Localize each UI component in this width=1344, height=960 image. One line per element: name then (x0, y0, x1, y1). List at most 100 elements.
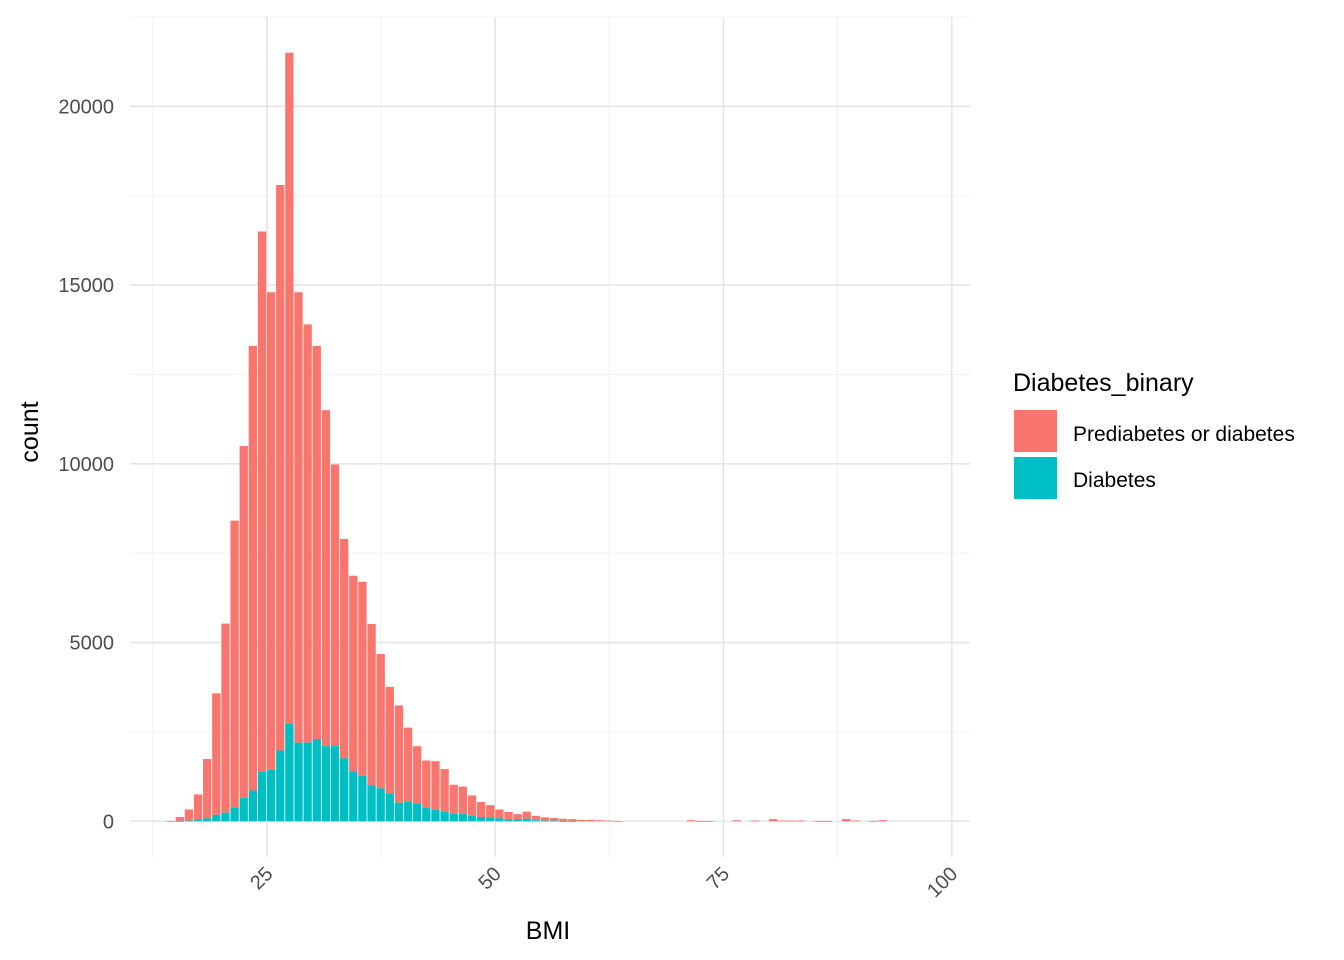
bar-prediabetes (540, 817, 550, 821)
axis-layer: 25 50 75 100 0 5000 10000 15000 20000 (58, 96, 962, 902)
bar-prediabetes (239, 445, 248, 798)
bar-prediabetes (413, 746, 422, 804)
bar-prediabetes (504, 811, 513, 820)
bar-diabetes (440, 811, 449, 822)
bar-prediabetes (422, 760, 431, 809)
bar-prediabetes (851, 820, 860, 822)
bar-prediabetes (531, 815, 541, 821)
y-tick-label: 10000 (58, 454, 114, 476)
bar-diabetes (212, 814, 221, 822)
bars-layer (166, 52, 888, 822)
x-tick-label: 25 (246, 863, 277, 894)
bar-prediabetes (449, 784, 458, 814)
bar-diabetes (340, 758, 349, 822)
bar-prediabetes (184, 809, 194, 821)
legend-title: Diabetes_binary (1013, 369, 1194, 397)
bar-prediabetes (385, 686, 394, 794)
bar-prediabetes (869, 820, 878, 822)
bar-prediabetes (559, 818, 568, 821)
bar-prediabetes (513, 814, 522, 820)
bar-diabetes (321, 746, 331, 822)
bar-diabetes (239, 797, 248, 822)
y-tick-label: 5000 (70, 633, 115, 655)
legend: Diabetes_binary Prediabetes or diabetes … (1013, 369, 1295, 499)
bar-prediabetes (613, 820, 623, 822)
legend-swatch-prediabetes (1014, 410, 1057, 452)
bar-diabetes (367, 785, 376, 822)
bar-prediabetes (367, 623, 376, 786)
y-tick-label: 15000 (58, 275, 114, 297)
bar-prediabetes (321, 410, 331, 747)
bar-prediabetes (686, 820, 696, 822)
bar-diabetes (266, 769, 276, 822)
bar-diabetes (467, 815, 477, 822)
bar-diabetes (358, 775, 367, 822)
bar-diabetes (504, 819, 513, 822)
bar-prediabetes (705, 820, 714, 822)
bar-prediabetes (814, 820, 824, 822)
bar-diabetes (522, 818, 531, 822)
bar-diabetes (431, 809, 440, 822)
bar-prediabetes (750, 820, 760, 822)
bar-prediabetes (586, 819, 595, 822)
bar-prediabetes (842, 819, 851, 822)
bar-prediabetes (376, 653, 385, 789)
bar-diabetes (413, 803, 422, 822)
bar-prediabetes (778, 820, 787, 822)
bar-prediabetes (358, 581, 367, 776)
bar-prediabetes (230, 520, 239, 808)
bar-prediabetes (431, 761, 440, 810)
bar-prediabetes (787, 820, 796, 822)
bar-prediabetes (394, 705, 404, 803)
bar-prediabetes (212, 693, 221, 815)
bar-prediabetes (568, 819, 577, 821)
bar-prediabetes (769, 819, 778, 822)
bar-diabetes (476, 816, 486, 822)
bar-prediabetes (823, 820, 833, 822)
y-tick-label: 20000 (58, 96, 114, 118)
bar-prediabetes (467, 795, 477, 816)
bar-prediabetes (175, 816, 184, 821)
bar-prediabetes (550, 818, 559, 821)
legend-label-prediabetes: Prediabetes or diabetes (1073, 423, 1295, 446)
x-tick-label: 75 (703, 863, 734, 894)
bar-prediabetes (166, 820, 175, 822)
bar-diabetes (568, 820, 577, 822)
bar-prediabetes (486, 805, 495, 818)
bar-diabetes (193, 819, 203, 822)
bar-diabetes (221, 812, 230, 822)
bar-diabetes (458, 813, 468, 822)
bar-prediabetes (458, 786, 468, 814)
bar-diabetes (230, 807, 239, 822)
bar-diabetes (513, 819, 522, 822)
y-tick-label: 0 (103, 811, 114, 833)
bar-prediabetes (476, 801, 486, 817)
x-axis-title: BMI (526, 917, 570, 945)
y-axis-title: count (16, 401, 44, 462)
bar-prediabetes (203, 759, 212, 819)
legend-label-diabetes: Diabetes (1073, 469, 1156, 492)
bar-diabetes (403, 801, 413, 822)
bar-diabetes (276, 750, 285, 822)
bar-prediabetes (257, 231, 267, 772)
bar-prediabetes (696, 820, 705, 822)
bar-diabetes (495, 818, 504, 822)
bar-prediabetes (732, 820, 741, 822)
bar-prediabetes (522, 811, 531, 819)
bar-diabetes (248, 790, 258, 822)
bar-diabetes (540, 820, 550, 822)
bar-prediabetes (330, 464, 340, 747)
bar-diabetes (422, 808, 431, 822)
bar-diabetes (394, 802, 404, 822)
bar-prediabetes (440, 769, 449, 812)
bar-prediabetes (248, 345, 258, 791)
bar-prediabetes (495, 809, 504, 819)
bar-diabetes (303, 742, 312, 822)
bar-diabetes (330, 746, 340, 822)
bar-prediabetes (294, 292, 303, 743)
bar-prediabetes (878, 820, 888, 822)
bar-prediabetes (349, 575, 358, 772)
bar-prediabetes (577, 819, 586, 822)
bar-diabetes (531, 820, 541, 822)
bar-prediabetes (340, 538, 349, 759)
